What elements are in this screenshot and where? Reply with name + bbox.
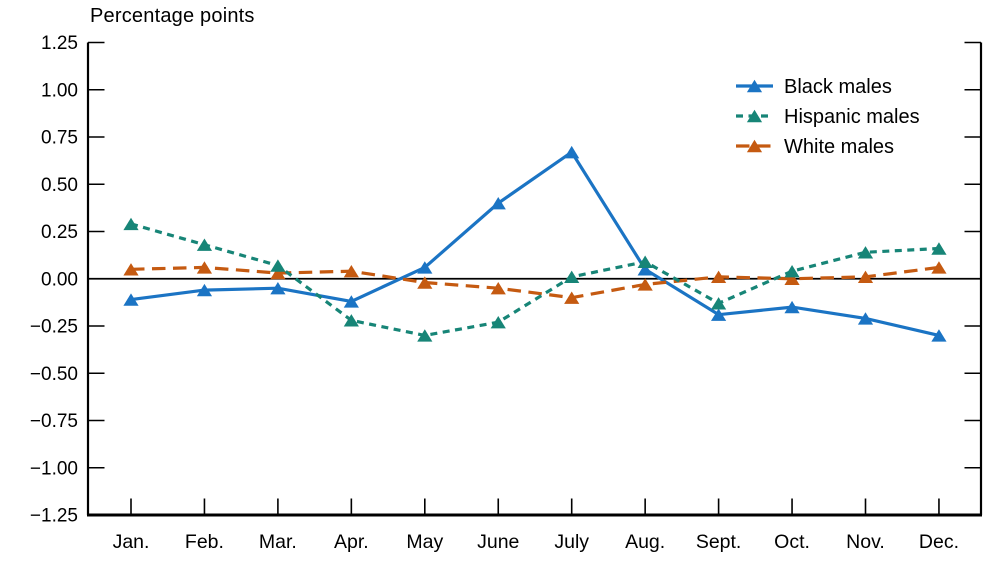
x-axis-tick-label: Dec. <box>919 531 959 553</box>
x-axis-tick-label: Oct. <box>774 531 810 553</box>
series-marker-white-males <box>784 272 800 285</box>
series-marker-hispanic-males <box>931 242 947 255</box>
series-marker-hispanic-males <box>711 297 727 310</box>
series-marker-hispanic-males <box>270 259 286 272</box>
series-marker-white-males <box>711 270 727 284</box>
chart-title: Percentage points <box>90 5 255 27</box>
y-axis-tick-label: 0.25 <box>41 222 78 243</box>
series-marker-hispanic-males <box>417 329 433 342</box>
x-axis-tick-label: Sept. <box>696 531 742 553</box>
series-marker-white-males <box>931 261 947 274</box>
series-line-hispanic-males <box>130 222 940 338</box>
x-axis-tick-label: Jan. <box>113 531 150 553</box>
x-axis-tick-label: July <box>554 531 589 553</box>
y-axis-tick-label: 1.25 <box>41 33 78 54</box>
series-marker-white-males <box>490 282 506 295</box>
series-marker-black-males <box>270 282 286 295</box>
y-axis-tick-label: −0.25 <box>30 317 78 338</box>
y-axis-tick-label: −0.75 <box>30 411 78 432</box>
y-axis-tick-label: −1.00 <box>30 458 78 479</box>
series-marker-white-males <box>270 266 286 280</box>
series-marker-black-males <box>711 308 727 321</box>
legend-marker-hispanic-males <box>746 109 763 123</box>
series-marker-white-males <box>196 261 213 274</box>
legend-label-hispanic-males: Hispanic males <box>784 106 920 128</box>
series-marker-hispanic-males <box>784 264 800 278</box>
series-marker-white-males <box>637 278 653 291</box>
series-marker-black-males <box>637 263 653 276</box>
series-marker-white-males <box>123 263 139 276</box>
series-marker-hispanic-males <box>490 316 506 329</box>
series-marker-hispanic-males <box>196 238 213 251</box>
x-axis-tick-label: May <box>406 531 443 553</box>
legend-marker-white-males <box>746 139 763 153</box>
x-axis-tick-label: Feb. <box>185 531 224 553</box>
series-marker-hispanic-males <box>564 270 580 284</box>
series-line-white-males <box>130 265 940 300</box>
legend-label-white-males: White males <box>784 136 894 158</box>
legend-label-black-males: Black males <box>784 76 892 98</box>
y-axis-tick-label: 0.50 <box>41 175 78 196</box>
series-marker-black-males <box>784 300 800 314</box>
x-axis-tick-label: Nov. <box>846 531 885 553</box>
series-marker-hispanic-males <box>123 217 139 231</box>
series-marker-hispanic-males <box>637 255 653 268</box>
series-marker-black-males <box>123 293 139 306</box>
series-marker-white-males <box>564 291 580 304</box>
y-axis-tick-label: −1.25 <box>30 506 78 527</box>
y-axis-tick-label: −0.50 <box>30 364 78 385</box>
x-axis-tick-label: Mar. <box>259 531 297 553</box>
y-axis-tick-label: 0.00 <box>41 269 78 290</box>
legend-marker-black-males <box>746 79 763 93</box>
series-marker-black-males <box>490 196 506 210</box>
y-axis-tick-label: 1.00 <box>41 80 78 101</box>
series-marker-white-males <box>343 264 359 278</box>
series-marker-white-males <box>417 276 433 289</box>
series-line-black-males <box>130 149 940 338</box>
x-axis-tick-label: Aug. <box>625 531 665 553</box>
series-marker-hispanic-males <box>343 314 359 327</box>
y-axis-tick-label: 0.75 <box>41 128 78 149</box>
series-marker-black-males <box>196 283 213 297</box>
series-marker-black-males <box>564 145 580 159</box>
series-marker-hispanic-males <box>857 246 874 259</box>
series-marker-black-males <box>417 261 433 274</box>
series-marker-black-males <box>857 312 874 325</box>
series-marker-white-males <box>857 270 874 284</box>
series-marker-black-males <box>343 295 359 308</box>
x-axis-tick-label: Apr. <box>334 531 369 553</box>
series-marker-black-males <box>931 329 947 342</box>
x-axis-tick-label: June <box>477 531 519 553</box>
